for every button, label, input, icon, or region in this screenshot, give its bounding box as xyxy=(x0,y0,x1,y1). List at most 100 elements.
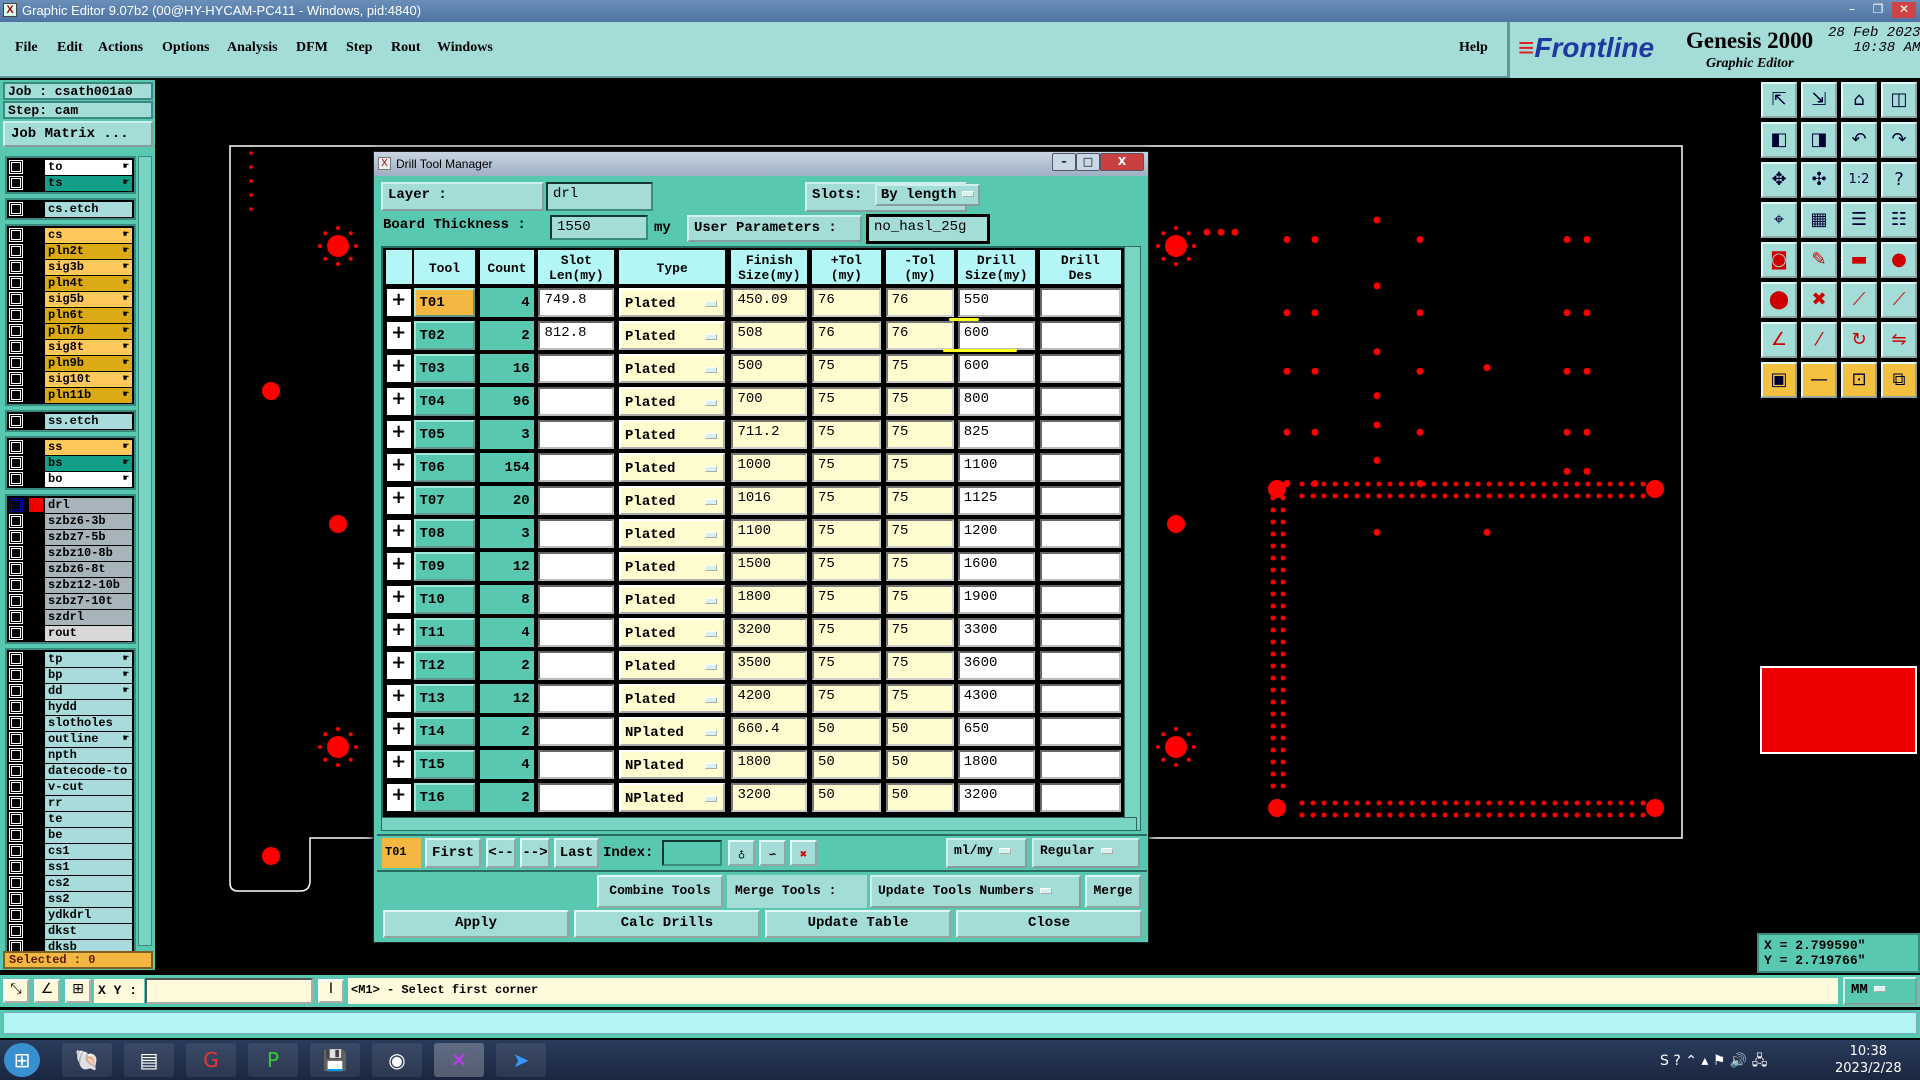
cell-drill-size[interactable]: 1600 xyxy=(957,552,1035,581)
cell-tool[interactable]: T16 xyxy=(413,783,476,812)
layer-row[interactable]: bs ☛ xyxy=(9,455,132,471)
layer-row[interactable]: ts ☛ xyxy=(9,175,132,191)
cell-drill-des[interactable] xyxy=(1039,354,1121,383)
cell-finish-size[interactable]: 1016 xyxy=(731,486,808,515)
redo-icon[interactable]: ↷ xyxy=(1881,122,1917,158)
affected-hand-icon[interactable]: ☛ xyxy=(122,685,129,697)
layer-checkbox[interactable] xyxy=(9,472,23,486)
expand-icon[interactable]: + xyxy=(385,420,412,449)
taskbar-save-icon[interactable]: 💾 xyxy=(310,1043,360,1077)
update-table-button[interactable]: Update Table xyxy=(765,910,951,938)
cell-plus-tol[interactable]: 75 xyxy=(812,486,881,515)
units-dropdown[interactable]: MM xyxy=(1843,977,1917,1005)
cell-finish-size[interactable]: 4200 xyxy=(731,684,808,713)
cell-finish-size[interactable]: 450.09 xyxy=(731,288,808,317)
layer-row[interactable]: te xyxy=(9,811,132,827)
expand-icon[interactable]: + xyxy=(385,684,412,713)
node2-icon[interactable]: ⟋ xyxy=(1881,282,1917,318)
cell-drill-size[interactable]: 1125 xyxy=(957,486,1035,515)
layer-checkbox[interactable] xyxy=(9,748,23,762)
grid-snap-icon[interactable]: ⊞ xyxy=(65,979,91,1003)
layer-row[interactable]: bp ☛ xyxy=(9,667,132,683)
taskbar-g-app-icon[interactable]: G xyxy=(186,1043,236,1077)
cell-minus-tol[interactable]: 75 xyxy=(885,420,955,449)
layer-checkbox[interactable] xyxy=(9,530,23,544)
menu-dfm[interactable]: DFM xyxy=(296,40,328,55)
home-icon[interactable]: ⌂ xyxy=(1841,82,1877,118)
cell-drill-des[interactable] xyxy=(1039,288,1121,317)
pan-right-icon[interactable]: ◨ xyxy=(1801,122,1837,158)
layer-row[interactable]: ss2 xyxy=(9,891,132,907)
cell-finish-size[interactable]: 660.4 xyxy=(731,717,808,746)
copy-icon[interactable]: ⧉ xyxy=(1881,362,1917,398)
layer-row[interactable]: drl xyxy=(9,497,132,513)
layer-checkbox[interactable] xyxy=(9,260,23,274)
close-button[interactable]: Close xyxy=(956,910,1142,938)
menu-analysis[interactable]: Analysis xyxy=(227,40,278,55)
cell-minus-tol[interactable]: 76 xyxy=(885,321,955,350)
user-parameters-input[interactable]: no_hasl_25g xyxy=(866,214,990,244)
menu-options[interactable]: Options xyxy=(162,40,210,55)
cell-type[interactable]: Plated xyxy=(619,354,726,383)
cell-plus-tol[interactable]: 75 xyxy=(812,387,881,416)
layer-row[interactable]: cs1 xyxy=(9,843,132,859)
cell-drill-des[interactable] xyxy=(1039,750,1121,779)
layer-checkbox[interactable] xyxy=(9,700,23,714)
layer-row[interactable]: dd ☛ xyxy=(9,683,132,699)
layer-checkbox[interactable] xyxy=(9,764,23,778)
layer-row[interactable]: pln6t ☛ xyxy=(9,307,132,323)
layers2-icon[interactable]: ☷ xyxy=(1881,202,1917,238)
cell-drill-size[interactable]: 825 xyxy=(957,420,1035,449)
angle-snap-icon[interactable]: ∠ xyxy=(34,979,60,1003)
cell-drill-des[interactable] xyxy=(1039,552,1121,581)
cell-minus-tol[interactable]: 75 xyxy=(885,651,955,680)
layer-checkbox[interactable] xyxy=(9,176,23,190)
cell-drill-size[interactable]: 1100 xyxy=(957,453,1035,482)
layer-checkbox[interactable] xyxy=(9,388,23,402)
cell-minus-tol[interactable]: 76 xyxy=(885,288,955,317)
cell-drill-des[interactable] xyxy=(1039,585,1121,614)
menu-edit[interactable]: Edit xyxy=(57,40,83,55)
taskbar-genesis-icon[interactable]: ✕ xyxy=(434,1043,484,1077)
cell-drill-size[interactable]: 650 xyxy=(957,717,1035,746)
node-icon[interactable]: ⟋ xyxy=(1841,282,1877,318)
expand-icon[interactable]: + xyxy=(385,288,412,317)
cell-minus-tol[interactable]: 75 xyxy=(885,552,955,581)
layer-row[interactable]: ss1 xyxy=(9,859,132,875)
layer-row[interactable]: rout xyxy=(9,625,132,641)
calc-drills-button[interactable]: Calc Drills xyxy=(574,910,760,938)
cell-slot-len[interactable] xyxy=(538,585,615,614)
cell-drill-des[interactable] xyxy=(1039,618,1121,647)
layer-row[interactable]: pln7b ☛ xyxy=(9,323,132,339)
cell-type[interactable]: Plated xyxy=(619,387,726,416)
expand-icon[interactable]: + xyxy=(385,552,412,581)
dialog-maximize-button[interactable]: □ xyxy=(1076,153,1100,171)
arc-icon[interactable]: ↻ xyxy=(1841,322,1877,358)
expand-icon[interactable]: + xyxy=(385,651,412,680)
cell-minus-tol[interactable]: 50 xyxy=(885,783,955,812)
start-button[interactable]: ⊞ xyxy=(4,1043,40,1077)
expand-icon[interactable]: + xyxy=(385,321,412,350)
layer-checkbox[interactable] xyxy=(9,202,23,216)
cell-type[interactable]: Plated xyxy=(619,420,726,449)
layer-checkbox[interactable] xyxy=(9,244,23,258)
affected-hand-icon[interactable]: ☛ xyxy=(122,245,129,257)
zoom-home-icon[interactable]: ⇱ xyxy=(1761,82,1797,118)
cell-tool[interactable]: T07 xyxy=(413,486,476,515)
cell-finish-size[interactable]: 1800 xyxy=(731,750,808,779)
cell-minus-tol[interactable]: 75 xyxy=(885,684,955,713)
cell-finish-size[interactable]: 3200 xyxy=(731,783,808,812)
layer-row[interactable]: pln4t ☛ xyxy=(9,275,132,291)
layer-row[interactable]: hydd xyxy=(9,699,132,715)
cell-slot-len[interactable] xyxy=(538,420,615,449)
menu-step[interactable]: Step xyxy=(346,40,373,55)
cell-type[interactable]: Plated xyxy=(619,651,726,680)
index-input[interactable] xyxy=(662,840,722,866)
layer-checkbox[interactable] xyxy=(9,732,23,746)
cell-finish-size[interactable]: 3500 xyxy=(731,651,808,680)
table-horizontal-scrollbar[interactable] xyxy=(381,817,1137,831)
cell-plus-tol[interactable]: 75 xyxy=(812,585,881,614)
layer-row[interactable]: rr xyxy=(9,795,132,811)
cell-minus-tol[interactable]: 75 xyxy=(885,486,955,515)
cell-tool[interactable]: T04 xyxy=(413,387,476,416)
